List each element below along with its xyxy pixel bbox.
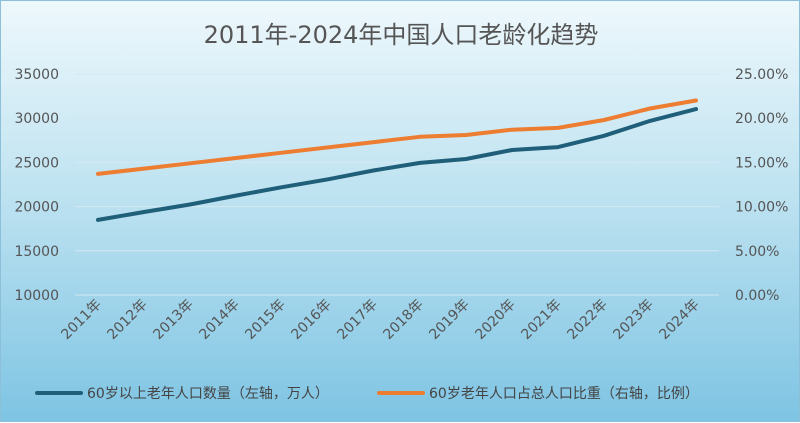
legend-label: 60岁老年人口占总人口比重（右轴，比例） xyxy=(429,386,699,402)
x-axis-tick-label: 2011年 xyxy=(58,297,104,343)
right-axis-tick-label: 0.00% xyxy=(735,288,779,304)
right-axis-tick-label: 25.00% xyxy=(735,67,788,83)
x-axis: 2011年 2012年 2013年 2014年 2015年 2016年 2017年 2018年… xyxy=(58,297,702,343)
chart-title: 2011年-2024年中国人口老龄化趋势 xyxy=(204,21,599,49)
right-axis-tick-label: 10.00% xyxy=(735,200,788,216)
left-axis-tick-label: 30000 xyxy=(14,111,59,127)
right-axis: 25.00% 20.00% 15.00% 10.00% 5.00% 0.00% xyxy=(735,67,788,304)
left-axis-tick-label: 20000 xyxy=(14,200,59,216)
series-line-ratio xyxy=(96,98,698,176)
left-axis-tick-label: 25000 xyxy=(14,155,59,171)
x-axis-tick-label: 2018年 xyxy=(380,297,426,343)
legend-label: 60岁以上老年人口数量（左轴，万人） xyxy=(87,386,329,402)
right-axis-tick-label: 5.00% xyxy=(735,244,779,260)
legend: 60岁以上老年人口数量（左轴，万人） 60岁老年人口占总人口比重（右轴，比例） xyxy=(35,386,699,402)
x-axis-tick-label: 2023年 xyxy=(610,297,656,343)
left-axis: 35000 30000 25000 20000 15000 10000 xyxy=(14,67,59,304)
right-axis-tick-label: 20.00% xyxy=(735,111,788,127)
x-axis-tick-label: 2022年 xyxy=(564,297,610,343)
x-axis-tick-label: 2013年 xyxy=(150,297,196,343)
x-axis-tick-label: 2015年 xyxy=(242,297,288,343)
x-axis-tick-label: 2014年 xyxy=(196,297,242,343)
x-axis-tick-label: 2024年 xyxy=(656,297,702,343)
x-axis-tick-label: 2021年 xyxy=(518,297,564,343)
x-axis-tick-label: 2012年 xyxy=(104,297,150,343)
left-axis-tick-label: 35000 xyxy=(14,67,59,83)
series-lines xyxy=(96,98,698,222)
x-axis-tick-label: 2020年 xyxy=(472,297,518,343)
right-axis-tick-label: 15.00% xyxy=(735,155,788,171)
left-axis-tick-label: 15000 xyxy=(14,244,59,260)
grid-lines xyxy=(75,73,719,296)
x-axis-tick-label: 2016年 xyxy=(288,297,334,343)
left-axis-tick-label: 10000 xyxy=(14,288,59,304)
x-axis-tick-label: 2017年 xyxy=(334,297,380,343)
series-line-population xyxy=(96,107,698,222)
x-axis-tick-label: 2019年 xyxy=(426,297,472,343)
